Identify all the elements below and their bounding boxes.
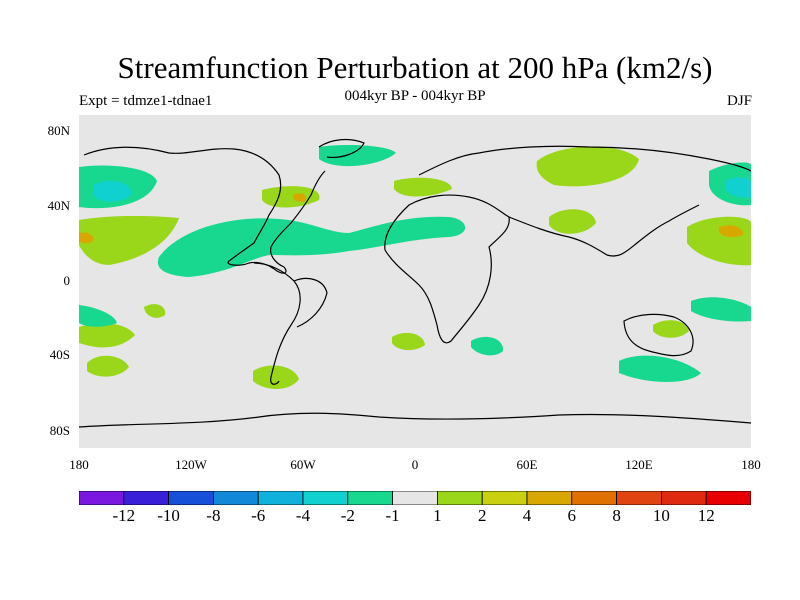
colorbar-label: -6 (251, 506, 266, 525)
colorbar-swatch (79, 491, 125, 505)
pos-core-region (79, 232, 94, 244)
neg-core-region (725, 177, 751, 198)
colorbar-label: 12 (697, 506, 715, 525)
map-subtitle: 004kyr BP - 004kyr BP (344, 88, 486, 104)
season-label: DJF (726, 93, 752, 109)
south-america-coast (253, 262, 301, 385)
colorbar-label: -10 (157, 506, 180, 525)
north-america-coast (83, 146, 326, 274)
colorbar-swatch (123, 491, 169, 505)
neg-core-region (93, 180, 132, 202)
map-title: Streamfunction Perturbation at 200 hPa (… (117, 50, 713, 85)
pos-region (79, 323, 135, 348)
colorbar-swatch (526, 491, 573, 505)
map-canvas (78, 115, 752, 448)
colorbar-label: 1 (433, 506, 442, 525)
lat-label-80n: 80N (47, 123, 70, 138)
lon-label-60w: 60W (290, 457, 316, 472)
pos-region (394, 177, 452, 197)
colorbar-label: -4 (295, 506, 311, 525)
pos-region (144, 304, 166, 318)
lon-label-180w: 180 (69, 457, 89, 472)
colorbar-swatch (212, 491, 259, 505)
asia-south-coast (508, 204, 700, 257)
colorbar-label: -1 (385, 506, 400, 525)
map-panel (78, 115, 752, 448)
lat-label-80s: 80S (49, 423, 70, 438)
pos-core-region (719, 225, 744, 238)
colorbar (79, 491, 751, 505)
coastlines (78, 138, 752, 428)
neg-region (619, 355, 701, 382)
lat-label-0: 0 (63, 273, 71, 288)
antarctica-coast (78, 412, 752, 428)
colorbar-swatch (616, 491, 662, 505)
lat-label-40s: 40S (49, 347, 70, 362)
pos-region (253, 365, 299, 389)
colorbar-label: 10 (652, 506, 670, 525)
pos-region (392, 332, 425, 351)
colorbar-swatch (257, 491, 304, 505)
colorbar-label: 4 (522, 506, 532, 525)
australia-coast (623, 313, 694, 357)
colorbar-label: 2 (477, 506, 487, 525)
pos-region (79, 215, 179, 265)
colorbar-label: -2 (340, 506, 355, 525)
colorbar-swatch (661, 491, 707, 505)
lon-label-180e: 180 (741, 457, 761, 472)
colorbar-swatch (481, 491, 528, 505)
greenland-coast (318, 138, 365, 158)
colorbar-swatch (347, 491, 393, 505)
colorbar-swatch (705, 491, 751, 505)
pos-core-region (293, 193, 307, 202)
neg-region (79, 305, 117, 327)
pos-region (87, 355, 129, 377)
experiment-label: Expt = tdmze1-tdnae1 (79, 93, 213, 109)
colorbar-label: -12 (112, 506, 136, 525)
colorbar-label: 8 (612, 506, 621, 525)
lon-label-120w: 120W (175, 457, 207, 472)
neg-region (471, 336, 504, 356)
colorbar-swatch (168, 491, 214, 505)
pos-region (536, 146, 639, 187)
lon-label-120e: 120E (625, 457, 653, 472)
pos-region (549, 209, 596, 234)
neg-region (691, 297, 751, 322)
colorbar-label: -8 (206, 506, 221, 525)
neg-region (319, 145, 396, 167)
south-america-east (293, 277, 328, 328)
colorbar-swatch (436, 491, 483, 505)
colorbar-label: 6 (567, 506, 577, 525)
lon-label-60e: 60E (516, 457, 538, 472)
colorbar-swatch (302, 491, 349, 505)
colorbar-swatch (392, 491, 438, 505)
colorbar-swatch (571, 491, 617, 505)
africa-coast (384, 194, 510, 344)
lon-label-0: 0 (411, 457, 419, 472)
eurasia-north-coast (418, 145, 752, 176)
pos-region (653, 320, 689, 338)
lat-label-40n: 40N (47, 198, 70, 213)
